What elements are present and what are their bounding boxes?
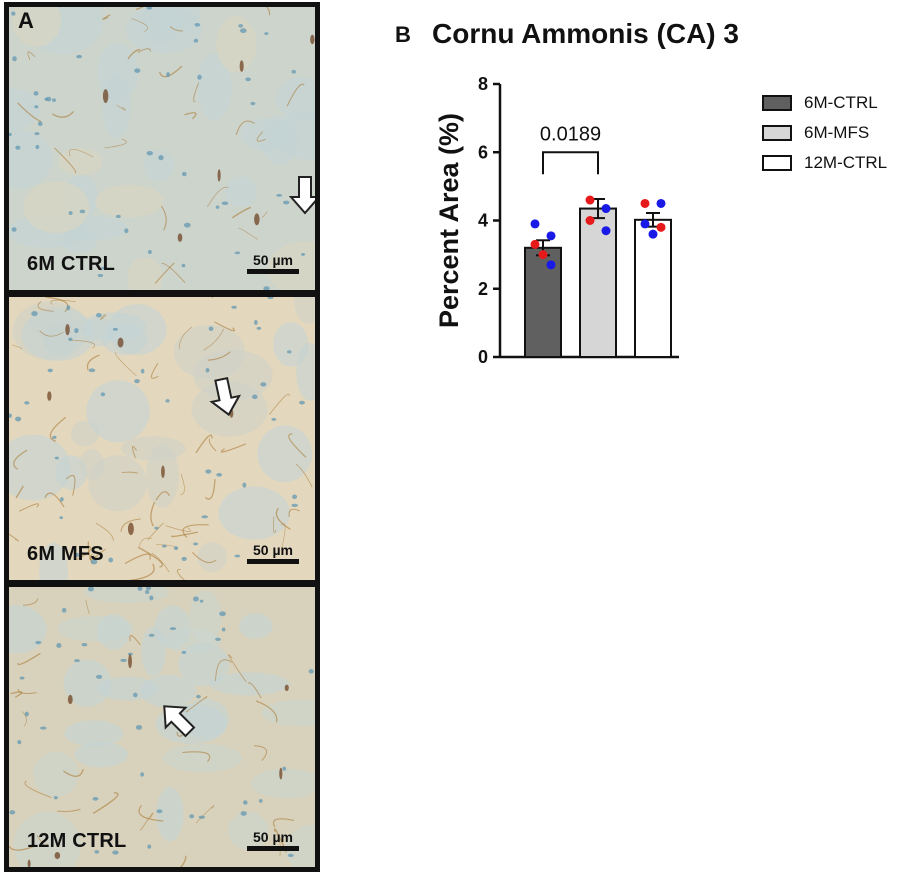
data-point	[640, 198, 650, 208]
p-value-label: 0.0189	[540, 123, 601, 145]
legend-swatch	[762, 155, 792, 171]
legend-label: 12M-CTRL	[804, 153, 888, 172]
y-tick-label: 6	[478, 142, 488, 162]
legend-swatch	[762, 95, 792, 111]
y-tick-label: 0	[478, 347, 488, 367]
data-point	[538, 250, 548, 260]
panel-letter-a: A	[18, 8, 34, 33]
scale-bar: 50 µm	[247, 829, 299, 851]
data-point	[640, 219, 650, 229]
data-point	[546, 260, 556, 270]
legend-item-6m-mfs: 6M-MFS	[762, 118, 887, 148]
chart-title: Cornu Ammonis (CA) 3	[432, 18, 739, 49]
micrograph-6m-ctrl: 6M CTRL 50 µm	[9, 7, 315, 290]
data-point	[530, 219, 540, 229]
significance-bracket	[542, 151, 599, 175]
scale-bar-line	[247, 269, 299, 274]
data-point	[601, 204, 611, 214]
legend-item-12m-ctrl: 12M-CTRL	[762, 148, 887, 178]
data-point	[601, 226, 611, 236]
arrow-down-icon	[288, 176, 315, 215]
micrograph-6m-mfs: 6M MFS 50 µm	[9, 297, 315, 580]
micrograph-label: 6M CTRL	[27, 253, 116, 275]
data-point	[546, 231, 556, 241]
chart-legend: 6M-CTRL 6M-MFS 12M-CTRL	[762, 88, 887, 178]
bar-12m-ctrl	[634, 218, 672, 358]
scale-bar: 50 µm	[247, 542, 299, 564]
data-point	[585, 195, 595, 205]
scale-bar-line	[247, 559, 299, 564]
bar-6m-mfs	[579, 207, 617, 358]
legend-swatch	[762, 125, 792, 141]
data-point	[656, 198, 666, 208]
panel-letter-b: B	[395, 22, 411, 47]
micrograph-label: 12M CTRL	[27, 830, 127, 852]
arrow-down-icon	[209, 376, 242, 417]
scale-bar-line	[247, 846, 299, 851]
y-tick-label: 2	[478, 279, 488, 299]
micrograph-label: 6M MFS	[27, 543, 104, 565]
legend-label: 6M-MFS	[804, 123, 870, 142]
y-axis-label: Percent Area (%)	[434, 113, 464, 328]
y-tick-label: 8	[478, 74, 488, 94]
scale-bar-label: 50 µm	[253, 252, 293, 268]
legend-label: 6M-CTRL	[804, 93, 878, 112]
legend-item-6m-ctrl: 6M-CTRL	[762, 88, 887, 118]
bar-chart: Percent Area (%) 0 2 4 6 8 0.0189	[434, 74, 679, 367]
micrograph-panel: 6M CTRL 50 µm 6M MFS 50 µm 12M CTRL 50 µ…	[4, 2, 320, 872]
scale-bar-label: 50 µm	[253, 829, 293, 845]
data-point	[530, 239, 540, 249]
micrograph-texture	[9, 297, 315, 580]
data-point	[656, 222, 666, 232]
arrow-up-left-icon	[163, 705, 196, 738]
micrograph-texture	[9, 587, 315, 867]
scale-bar-label: 50 µm	[253, 542, 293, 558]
data-point	[648, 229, 658, 239]
data-point	[585, 216, 595, 225]
y-tick-label: 4	[478, 211, 488, 231]
scale-bar: 50 µm	[247, 252, 299, 274]
micrograph-12m-ctrl: 12M CTRL 50 µm	[9, 587, 315, 867]
bar-6m-ctrl	[524, 246, 562, 358]
micrograph-texture	[9, 7, 315, 290]
